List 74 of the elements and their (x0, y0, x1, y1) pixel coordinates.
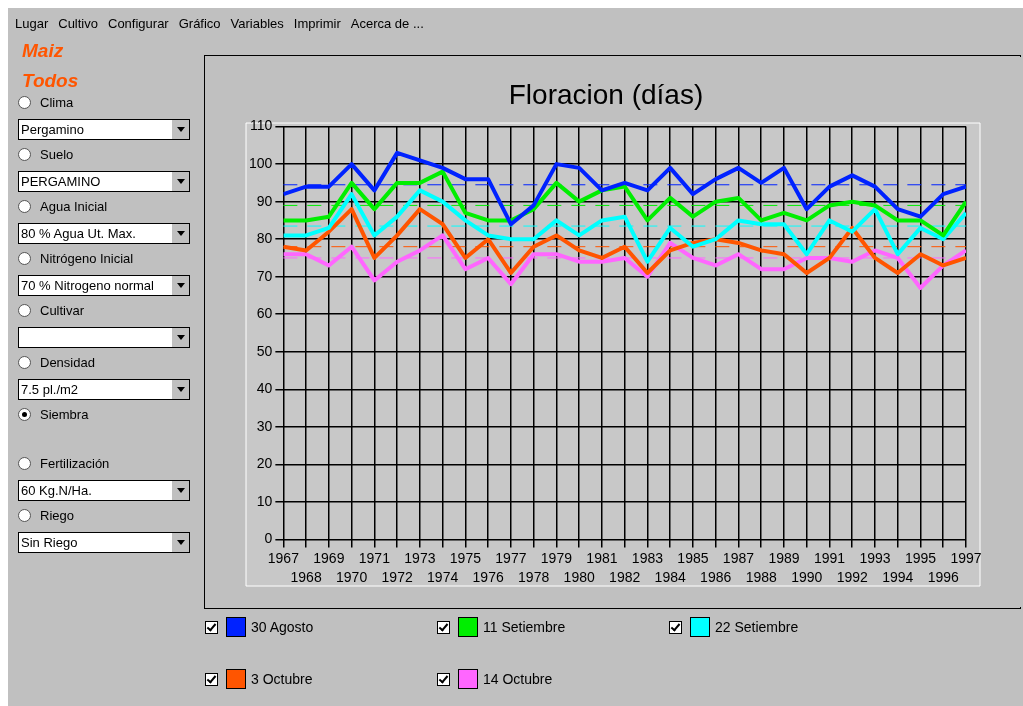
text: Maiz (22, 40, 64, 62)
x-tick-label: 1967 (267, 549, 300, 566)
text: Siembra (40, 407, 89, 422)
x-tick-label: 1973 (404, 549, 436, 566)
text: 70 % Nitrogeno normal (21, 278, 154, 293)
x2-tick-label: 1988 (745, 569, 777, 586)
x-tick-label: 1969 (313, 549, 345, 566)
y-tick-label: 60 (256, 305, 273, 322)
x2-tick-label: 1980 (563, 569, 595, 586)
x-tick-label: 1983 (631, 549, 664, 566)
x2-tick-label: 1972 (381, 569, 413, 586)
text: PERGAMINO (21, 174, 101, 189)
text: Lugar (15, 16, 49, 31)
x-tick-label: 1995 (904, 549, 937, 566)
x2-tick-label: 1996 (927, 569, 960, 586)
y-tick-label: 90 (256, 192, 273, 209)
x2-tick-label: 1986 (700, 569, 732, 586)
x2-tick-label: 1976 (472, 569, 504, 586)
x2-tick-label: 1994 (882, 569, 914, 586)
y-tick-label: 30 (256, 417, 273, 434)
text: 80 % Agua Ut. Max. (21, 226, 136, 241)
x2-tick-label: 1982 (609, 569, 641, 586)
text: 7.5 pl./m2 (21, 382, 79, 397)
text: 60 Kg.N/Ha. (21, 483, 92, 498)
text: Imprimir (293, 16, 341, 31)
text: Agua Inicial (40, 199, 108, 214)
legend-label: 3 Octubre (251, 671, 313, 687)
legend-label: 11 Setiembre (483, 619, 566, 635)
text: Acerca de ... (350, 16, 424, 31)
x-tick-label: 1985 (677, 549, 709, 566)
x-tick-label: 1997 (950, 549, 982, 566)
x-tick-label: 1975 (449, 549, 482, 566)
x-tick-label: 1989 (768, 549, 800, 566)
text: Cultivo (58, 16, 98, 31)
chart-title: Floracion (días) (508, 78, 704, 110)
text: Gráfico (178, 16, 221, 31)
x2-tick-label: 1984 (654, 569, 686, 586)
y-tick-label: 100 (249, 154, 273, 171)
y-tick-label: 10 (256, 492, 273, 509)
x2-tick-label: 1974 (427, 569, 459, 586)
text: Cultivar (40, 303, 85, 318)
legend-label: 30 Agosto (251, 619, 314, 635)
text: Configurar (108, 16, 169, 31)
x2-tick-label: 1978 (518, 569, 550, 586)
x-tick-label: 1971 (358, 549, 391, 566)
text: Nitrógeno Inicial (40, 251, 134, 266)
x2-tick-label: 1990 (791, 569, 823, 586)
y-tick-label: 40 (256, 380, 273, 397)
y-tick-label: 80 (256, 230, 273, 247)
x-tick-label: 1987 (722, 549, 755, 566)
text: Variables (230, 16, 284, 31)
y-tick-label: 50 (256, 342, 273, 359)
x2-tick-label: 1968 (290, 569, 322, 586)
y-tick-label: 110 (250, 117, 273, 134)
text: Riego (40, 508, 74, 523)
text: Pergamino (21, 122, 84, 137)
x-tick-label: 1993 (859, 549, 891, 566)
x2-tick-label: 1970 (336, 569, 368, 586)
text: Suelo (40, 147, 74, 162)
legend-label: 22 Setiembre (715, 619, 799, 635)
y-tick-label: 20 (256, 455, 273, 472)
text: Sin Riego (21, 535, 78, 550)
text: Densidad (40, 355, 95, 370)
text: Fertilización (40, 456, 110, 471)
x-tick-label: 1979 (540, 549, 573, 566)
x-tick-label: 1977 (495, 549, 527, 566)
x2-tick-label: 1992 (836, 569, 869, 586)
text: Clima (40, 95, 74, 110)
y-tick-label: 0 (264, 530, 273, 547)
legend-label: 14 Octubre (483, 671, 553, 687)
text: Todos (22, 70, 79, 92)
x-tick-label: 1991 (813, 549, 846, 566)
x-tick-label: 1981 (586, 549, 618, 566)
y-tick-label: 70 (256, 267, 273, 284)
